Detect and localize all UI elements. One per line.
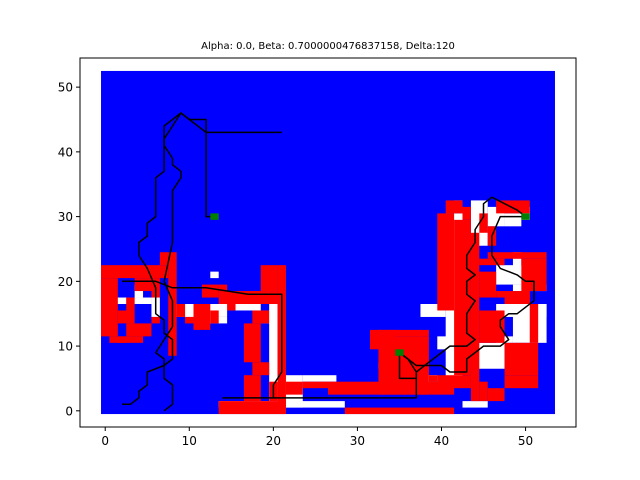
x-tick-label: 50 [518, 434, 533, 448]
x-tick-label: 20 [266, 434, 281, 448]
wall-cell-block [479, 258, 505, 266]
y-tick-label: 20 [58, 275, 73, 289]
y-tick-label: 30 [58, 210, 73, 224]
x-axis: 0 10 20 30 40 50 [101, 427, 533, 448]
wall-cell-block [512, 252, 547, 259]
wall-cell-block [185, 316, 194, 324]
wall-cell-block [126, 297, 135, 311]
path-line [398, 215, 535, 380]
x-tick-label: 0 [101, 434, 109, 448]
wall-cell-block [243, 375, 261, 402]
wall-cell-block [496, 291, 530, 298]
wall-cell-block [370, 329, 396, 350]
explored-cell-block [504, 213, 522, 227]
wall-cell-block [218, 291, 278, 304]
wall-cell-block [302, 381, 328, 389]
x-tick-label: 30 [350, 434, 365, 448]
wall-cell-block [126, 323, 152, 337]
goal-marker [521, 213, 530, 220]
explored-cell-block [126, 297, 152, 304]
explored-cell-block [210, 271, 219, 279]
wall-cell-block [101, 265, 169, 279]
wall-cell-block [201, 284, 219, 298]
goal-marker [210, 213, 219, 220]
wall-cell-block [529, 304, 539, 343]
y-axis: 0 10 20 30 40 50 [58, 81, 80, 418]
wall-cell-block [218, 401, 286, 415]
wall-cell-block [117, 310, 135, 324]
wall-cell-block [479, 213, 488, 233]
wall-cell-block [504, 342, 539, 376]
explored-cell-block [462, 401, 488, 408]
wall-cell-block [462, 206, 471, 220]
wall-cell-block [378, 329, 429, 337]
chart-title: Alpha: 0.0, Beta: 0.7000000476837158, De… [201, 41, 455, 52]
wall-cell-block [218, 284, 228, 292]
explored-cell-block [302, 375, 328, 382]
wall-cell-block [428, 375, 438, 382]
wall-cell-block [176, 304, 186, 317]
wall-cell-block [159, 252, 169, 266]
wall-cell-block [437, 375, 471, 389]
explored-cell-block [269, 297, 278, 402]
goal-marker [395, 349, 404, 356]
wall-cell-block [134, 278, 152, 292]
explored-cell-block [328, 375, 337, 382]
wall-cell-block [437, 213, 455, 311]
x-tick-label: 40 [434, 434, 449, 448]
wall-cell-block [445, 200, 463, 214]
y-tick-label: 40 [58, 145, 73, 159]
wall-cell-block [504, 297, 530, 304]
goal-markers [210, 213, 530, 356]
path-line [122, 112, 282, 406]
path-line [138, 112, 215, 412]
wall-cell-block [117, 336, 144, 343]
wall-cell-block [479, 381, 488, 402]
wall-cell-block [151, 316, 160, 324]
axes-frame [79, 57, 577, 428]
wall-cell-block [504, 375, 539, 389]
x-tick-label: 10 [182, 434, 197, 448]
wall-cell-block [344, 407, 455, 415]
wall-cell-block [193, 304, 211, 330]
y-tick-label: 50 [58, 81, 73, 95]
wall-cell-block [243, 323, 261, 363]
wall-cell-block [252, 291, 261, 304]
y-tick-label: 10 [58, 340, 73, 354]
wall-cell-block [210, 310, 219, 324]
wall-cell-block [252, 362, 270, 376]
wall-cell-block [227, 304, 236, 311]
wall-cell-block [479, 271, 497, 298]
wall-cell-block [487, 252, 522, 259]
y-tick-label: 0 [65, 404, 73, 418]
wall-cell-block [470, 232, 480, 402]
wall-cell-block [260, 265, 278, 292]
path-lines [122, 112, 535, 412]
wall-cell-block [252, 310, 270, 324]
path-line [399, 196, 527, 367]
wall-cell-block [487, 388, 505, 402]
plot-area [101, 70, 555, 415]
wall-cell-block [285, 381, 303, 395]
wall-cell-block [454, 219, 471, 376]
explored-cell-block [512, 252, 522, 272]
wall-cell-block [101, 278, 118, 337]
